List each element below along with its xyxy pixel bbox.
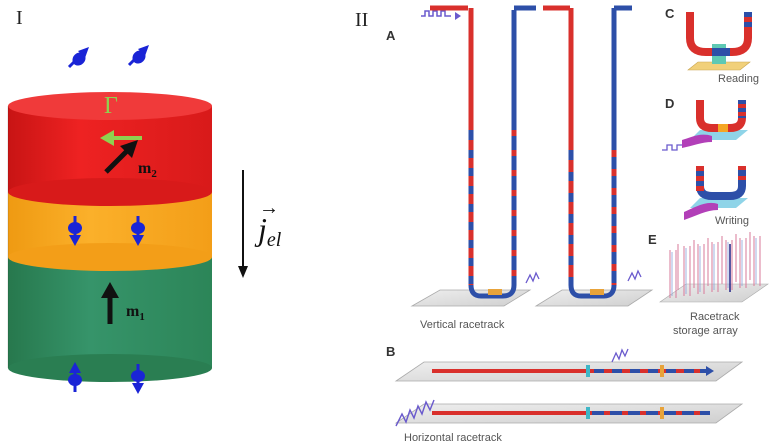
m2-arrow-icon (104, 140, 138, 174)
horizontal-racetrack-1 (432, 348, 714, 377)
current-vector-mark: → (259, 197, 279, 219)
torque-arrow-icon (100, 130, 142, 146)
subpanel-e-letter: E (648, 232, 657, 247)
subpanel-c-caption: Reading (718, 73, 759, 85)
spin-arrow-icon (67, 45, 91, 70)
subpanel-c-letter: C (665, 6, 675, 21)
panel-2-label: II (355, 9, 368, 31)
subpanel-e-caption-line2: storage array (673, 325, 738, 337)
current-arrow-icon (238, 170, 248, 278)
magnetic-stack (7, 92, 212, 382)
layer-top (7, 92, 212, 368)
panel-1-label: I (16, 7, 23, 29)
panel-2: II A Ve (355, 5, 769, 444)
panel-1: I Γ (7, 7, 282, 396)
horizontal-racetrack-2 (432, 407, 710, 419)
subpanel-d-letter: D (665, 96, 674, 111)
spin-arrow-icon (127, 43, 151, 68)
signal-icon (525, 271, 540, 284)
current-label: jel (254, 211, 282, 251)
subpanel-e-caption-line1: Racetrack (690, 311, 740, 323)
write-head (488, 289, 502, 295)
m1-label: m1 (126, 303, 145, 323)
reading-device (686, 12, 752, 71)
torque-symbol: Γ (104, 93, 118, 119)
m1-arrow-icon (101, 282, 119, 324)
subpanel-a-letter: A (386, 28, 396, 43)
pulse-arrow-icon (455, 12, 461, 20)
signal-icon (627, 269, 642, 282)
subpanel-a-caption: Vertical racetrack (420, 319, 505, 331)
subpanel-b-letter: B (386, 344, 395, 359)
signal-icon (395, 399, 435, 427)
pulse-icon (421, 10, 451, 17)
racetrack-storage-array (659, 232, 769, 303)
subpanel-d-caption: Writing (715, 215, 749, 227)
m2-label: m2 (138, 160, 157, 180)
vertical-racetrack-1 (430, 5, 536, 299)
vertical-racetrack-2 (543, 5, 632, 299)
subpanel-b-caption: Horizontal racetrack (404, 432, 502, 444)
write-head (590, 289, 604, 295)
writing-device-1 (662, 100, 748, 151)
writing-device-2 (684, 166, 748, 220)
